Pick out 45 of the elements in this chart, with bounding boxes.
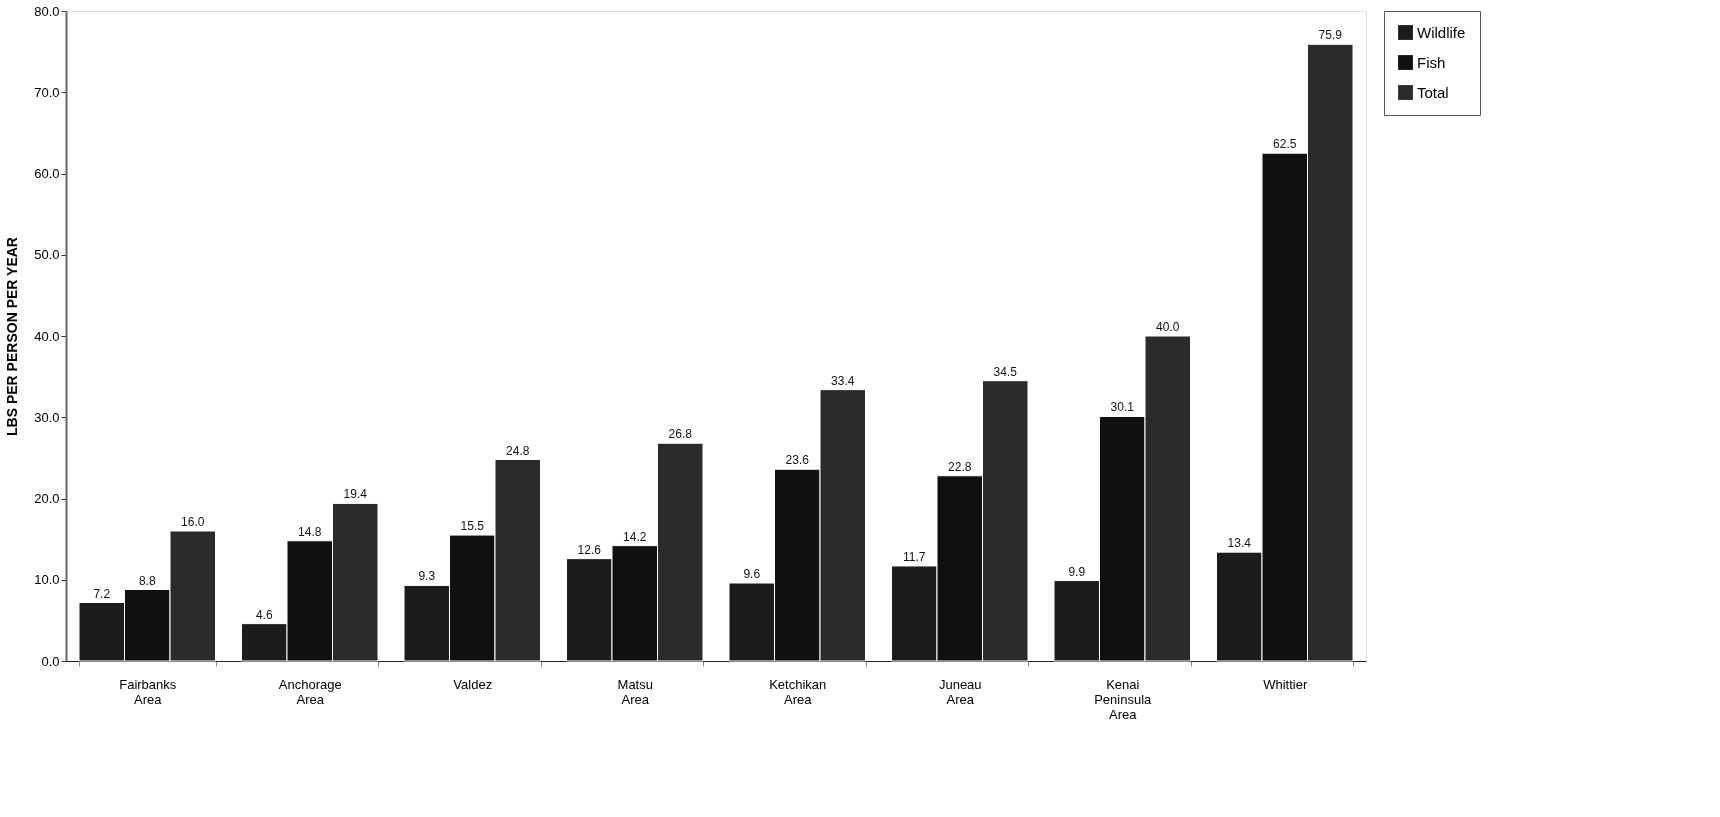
data-label: 9.9 xyxy=(1068,564,1086,579)
data-label: 24.8 xyxy=(506,443,530,458)
x-tick-label: Matsu Area xyxy=(617,676,653,707)
data-label: 40.0 xyxy=(1156,320,1180,334)
data-label: 14.2 xyxy=(623,529,647,544)
data-label: 4.6 xyxy=(255,607,273,622)
data-label: 8.8 xyxy=(138,573,156,588)
data-label: 30.1 xyxy=(1110,400,1135,415)
data-label: 22.8 xyxy=(948,459,972,474)
y-tick-label: 40.0 xyxy=(34,328,60,344)
y-axis-title: LBS PER PERSON PER YEAR xyxy=(4,237,21,436)
y-tick-label: 30.0 xyxy=(34,409,60,425)
data-label: 33.4 xyxy=(831,373,855,388)
data-label: 62.5 xyxy=(1273,137,1297,152)
x-tick-label: Ketchikan Area xyxy=(769,676,827,707)
data-label: 75.9 xyxy=(1318,28,1343,43)
y-tick-label: 20.0 xyxy=(34,491,60,506)
x-tick-label: Valdez xyxy=(453,676,493,692)
data-label: 23.6 xyxy=(785,453,810,468)
legend-label: Fish xyxy=(1417,53,1446,71)
x-tick-label: Whittier xyxy=(1263,676,1308,692)
legend-label: Wildlife xyxy=(1417,23,1466,41)
x-tick-label: Juneau Area xyxy=(938,676,982,707)
data-label: 11.7 xyxy=(903,549,926,564)
data-label: 14.8 xyxy=(298,524,322,539)
data-label: 7.2 xyxy=(93,586,111,601)
data-label: 13.4 xyxy=(1227,536,1252,551)
data-label: 12.6 xyxy=(577,542,602,557)
data-label: 19.4 xyxy=(343,487,368,502)
legend-label: Total xyxy=(1417,83,1449,101)
y-tick-label: 0.0 xyxy=(41,653,60,669)
data-label: 34.5 xyxy=(993,364,1018,379)
y-tick-label: 10.0 xyxy=(34,572,60,588)
y-tick-label: 50.0 xyxy=(34,247,60,263)
data-label: 26.8 xyxy=(668,427,693,442)
x-tick-label: Fairbanks Area xyxy=(119,676,177,707)
y-tick-label: 80.0 xyxy=(34,3,60,19)
data-label: 9.6 xyxy=(743,567,761,581)
x-tick-label: Anchorage Area xyxy=(278,676,342,707)
y-tick-label: 60.0 xyxy=(34,166,60,181)
data-label: 15.5 xyxy=(460,519,485,534)
y-tick-label: 70.0 xyxy=(34,84,60,100)
data-label: 16.0 xyxy=(181,515,205,529)
x-tick-label: Kenai Peninsula Area xyxy=(1094,676,1153,722)
data-label: 9.3 xyxy=(418,569,436,584)
